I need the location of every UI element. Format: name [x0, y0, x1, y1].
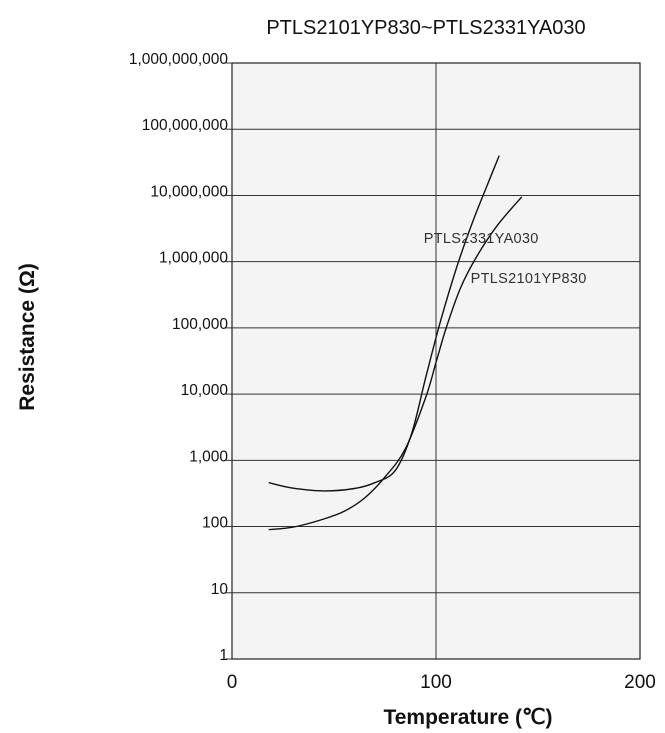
- series-label-2: PTLS2101YP830: [471, 271, 587, 287]
- y-axis-label: Resistance (Ω): [16, 263, 39, 411]
- y-tick-label: 1,000: [189, 448, 228, 465]
- y-tick-label: 1,000,000,000: [129, 51, 229, 68]
- y-tick-label: 1: [219, 647, 228, 664]
- y-tick-label: 100: [202, 515, 228, 532]
- x-tick-label: 0: [227, 672, 238, 693]
- series-line-2: [268, 196, 523, 531]
- series-label-1: PTLS2331YA030: [424, 231, 539, 247]
- y-tick-label: 10,000,000: [150, 183, 228, 200]
- y-tick-label: 100,000: [172, 316, 228, 333]
- y-tick-labels: 1 10 100 1,000 10,000 100,000 1,000,000 10,000,…: [129, 51, 229, 664]
- series-labels: PTLS2331YA030 PTLS2101YP830: [424, 231, 587, 287]
- y-tick-label: 10: [211, 581, 229, 598]
- chart-title: PTLS2101YP830~PTLS2331YA030: [266, 17, 585, 39]
- x-axis-label: Temperature (℃): [383, 706, 552, 729]
- y-tick-label: 100,000,000: [142, 117, 229, 134]
- x-tick-label: 100: [420, 672, 452, 693]
- y-tick-label: 1,000,000: [159, 250, 228, 267]
- x-tick-label: 200: [624, 672, 656, 693]
- series-lines: [268, 155, 523, 531]
- plot-frame: [231, 62, 641, 660]
- y-tick-label: 10,000: [181, 382, 229, 399]
- x-tick-labels: 0 100 200: [227, 672, 656, 693]
